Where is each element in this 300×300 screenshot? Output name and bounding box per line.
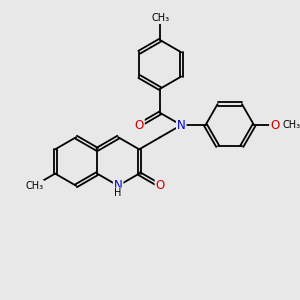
Text: CH₃: CH₃ <box>151 13 169 23</box>
Text: O: O <box>270 118 279 132</box>
Text: N: N <box>114 179 123 192</box>
Text: CH₃: CH₃ <box>283 120 300 130</box>
Text: O: O <box>156 179 165 192</box>
Text: H: H <box>115 188 122 198</box>
Text: CH₃: CH₃ <box>25 181 43 191</box>
Text: O: O <box>135 118 144 132</box>
Text: N: N <box>177 118 186 132</box>
